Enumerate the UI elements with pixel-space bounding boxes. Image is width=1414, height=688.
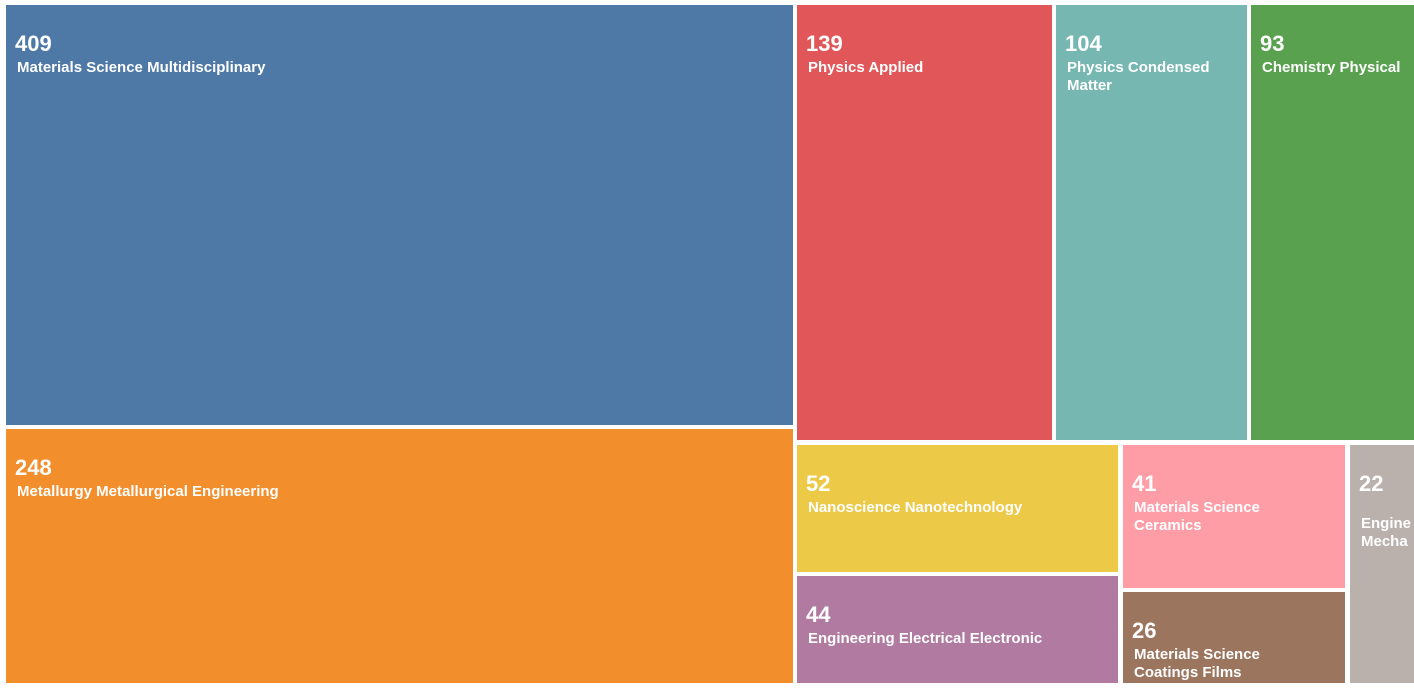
tile-label: Engineering Electrical Electronic [808,630,1042,648]
tile-label-line: Physics Applied [808,59,924,76]
tile-value: 26 [1132,618,1157,643]
tile-label: Materials Science Multidisciplinary [17,59,265,77]
tile-metallurgy-metallurgical-engineering: 248 Metallurgy Metallurgical Engineering [6,429,793,683]
tile-physics-condensed-matter: 104 Physics Condensed Matter [1056,5,1247,440]
tile-label-line: Engineering Electrical Electronic [808,630,1043,647]
tile-value: 52 [806,471,831,496]
tile-label: Materials Science Ceramics [1134,499,1260,535]
tile-engine-mecha: 22 Engine Mecha [1350,445,1414,683]
tile-label: Materials Science Coatings Films [1134,646,1260,682]
tile-physics-applied: 139 Physics Applied [797,5,1052,440]
tile-label-line: Physics Condensed [1067,59,1210,76]
tile-value: 139 [806,31,843,56]
tile-materials-science-coatings-films: 26 Materials Science Coatings Films [1123,592,1345,683]
tile-label-line: Matter [1067,77,1113,94]
tile-label-line: Chemistry Physical [1262,59,1401,76]
tile-label-line: Mecha [1361,533,1408,550]
tile-value: 41 [1132,471,1157,496]
tile-label-line: Materials Science [1134,646,1260,663]
tile-label-line: Engine [1361,515,1412,532]
tile-label: Metallurgy Metallurgical Engineering [17,483,279,501]
tile-materials-science-multidisciplinary: 409 Materials Science Multidisciplinary [6,5,793,425]
tile-materials-science-ceramics: 41 Materials Science Ceramics [1123,445,1345,588]
tile-value: 104 [1065,31,1102,56]
tile-label-line: Materials Science [1134,499,1260,516]
tile-label: Engine Mecha [1361,515,1411,551]
tile-value: 409 [15,31,52,56]
tile-chemistry-physical: 93 Chemistry Physical [1251,5,1414,440]
tile-label-line: Coatings Films [1134,664,1242,681]
tile-label: Physics Applied [808,59,923,77]
tile-nanoscience-nanotechnology: 52 Nanoscience Nanotechnology [797,445,1118,572]
tile-engineering-electrical-electronic: 44 Engineering Electrical Electronic [797,576,1118,683]
tile-label-line: Metallurgy Metallurgical Engineering [17,483,279,500]
tile-value: 44 [806,602,831,627]
tile-label-line: Nanoscience Nanotechnology [808,499,1023,516]
tile-label-line: Materials Science Multidisciplinary [17,59,266,76]
tile-value: 93 [1260,31,1285,56]
tile-value: 22 [1359,471,1384,496]
tile-label-line: Ceramics [1134,517,1202,534]
tile-label: Chemistry Physical [1262,59,1400,77]
tile-value: 248 [15,455,52,480]
tile-label: Physics Condensed Matter [1067,59,1210,95]
tile-label: Nanoscience Nanotechnology [808,499,1022,517]
